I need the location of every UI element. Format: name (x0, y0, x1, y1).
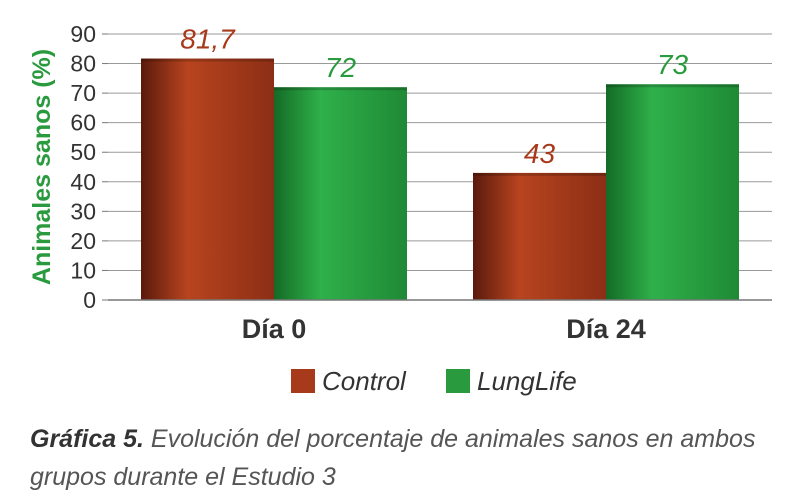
caption-text: Evolución del porcentaje de animales san… (30, 425, 756, 491)
legend: Control LungLife (291, 366, 577, 396)
y-axis-ticks: 0 10 20 30 40 50 60 70 80 90 (70, 21, 96, 313)
bar-control (473, 172, 606, 300)
y-tick-label: 20 (70, 228, 96, 254)
bar-top-edge (473, 172, 606, 176)
y-tick-label: 70 (70, 80, 96, 106)
y-tick-label: 80 (70, 51, 96, 77)
y-tick-label: 10 (70, 257, 96, 283)
y-tick-label: 60 (70, 110, 96, 136)
figure-caption: Gráfica 5. Evolución del porcentaje de a… (30, 420, 790, 500)
legend-label-lunglife: LungLife (477, 366, 577, 396)
data-label-lunglife: 73 (657, 49, 689, 80)
data-label-control: 81,7 (180, 24, 236, 55)
legend-swatch-lunglife (446, 369, 470, 393)
y-axis-label: Animales sanos (%) (28, 49, 56, 285)
data-label-lunglife: 72 (325, 52, 357, 83)
y-tick-label: 90 (70, 21, 96, 47)
x-axis-ticks: Día 0 Día 24 (242, 314, 646, 344)
y-tick-label: 40 (70, 169, 96, 195)
bars (141, 58, 739, 300)
x-tick-label: Día 0 (242, 314, 307, 344)
legend-swatch-control (291, 369, 315, 393)
y-tick-label: 50 (70, 139, 96, 165)
y-tick-label: 0 (83, 287, 96, 313)
bar-top-edge (141, 58, 274, 62)
data-labels: 81,7 72 43 73 (180, 24, 688, 169)
bar-control (141, 58, 274, 300)
y-tick-label: 30 (70, 198, 96, 224)
bar-top-edge (274, 87, 407, 91)
caption-title: Gráfica 5. (30, 425, 144, 453)
bar-lunglife (274, 87, 407, 300)
x-tick-label: Día 24 (566, 314, 646, 344)
bar-top-edge (606, 84, 739, 88)
legend-label-control: Control (322, 366, 407, 396)
bar-lunglife (606, 84, 739, 300)
data-label-control: 43 (524, 138, 556, 169)
